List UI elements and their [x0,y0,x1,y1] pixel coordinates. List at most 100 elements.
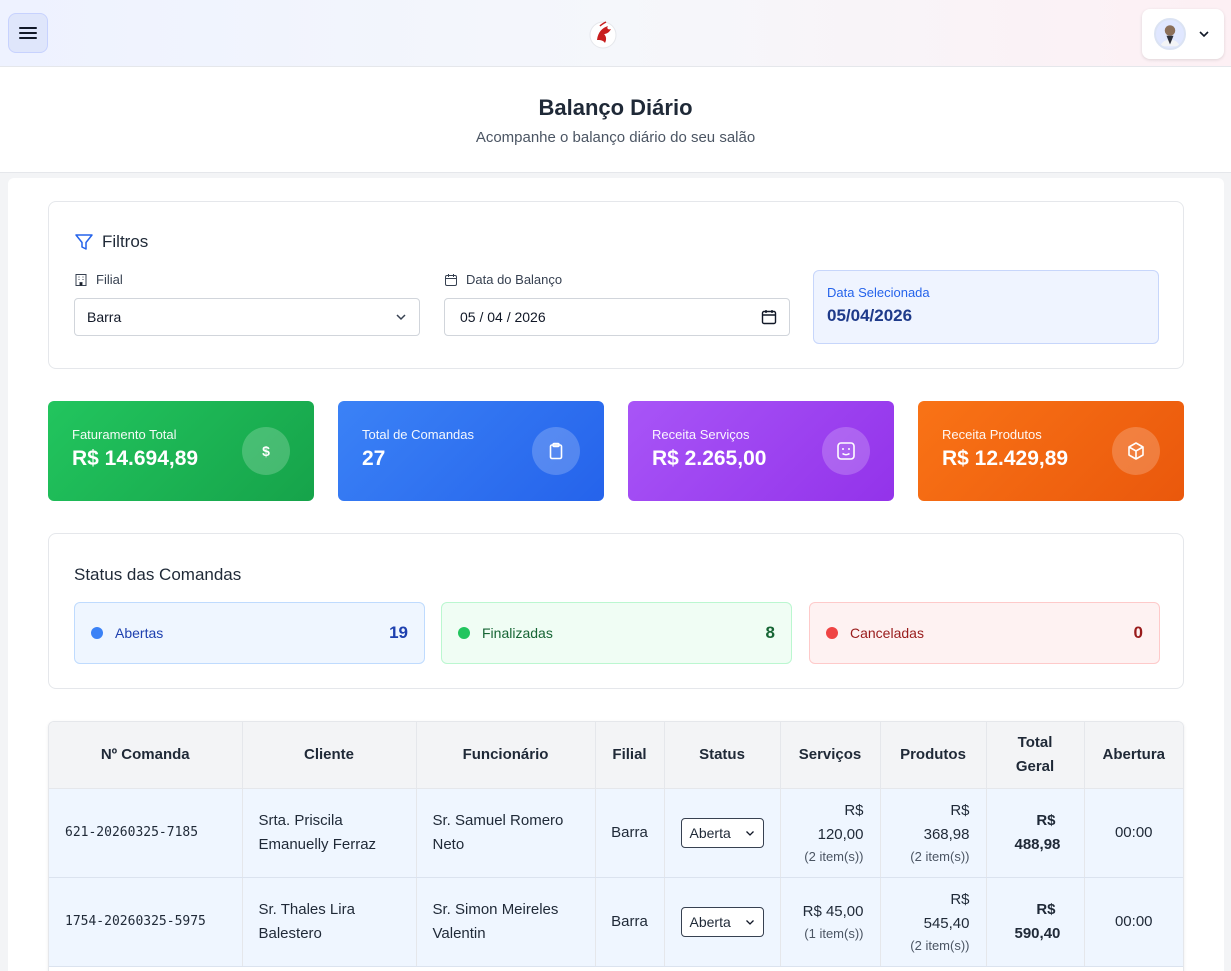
order-number[interactable]: 1754-20260325-5975 [49,877,243,967]
filter-icon [75,234,93,250]
products-value: R$ 545,40 [923,890,970,932]
stat-card-total-orders: Total de Comandas 27 [338,401,604,501]
main-content: Filtros Filial Barra Data do Balanço 05 … [8,178,1224,971]
status-finished[interactable]: Finalizadas 8 [441,602,792,664]
filters-title-label: Filtros [102,232,149,251]
date-input[interactable]: 05 / 04 / 2026 [444,298,790,336]
dollar-icon: $ [242,427,290,475]
date-label: Data do Balanço [444,272,562,287]
orders-table: Nº Comanda Cliente Funcionário Filial St… [48,721,1184,971]
filters-card: Filtros Filial Barra Data do Balanço 05 … [48,201,1184,369]
selected-date-box: Data Selecionada 05/04/2026 [813,270,1159,344]
avatar [1154,18,1186,50]
chevron-down-icon [396,314,406,321]
date-label-text: Data do Balanço [466,272,563,287]
status-select-value: Aberta [689,824,731,841]
branch-label: Filial [74,272,123,287]
branch-select-value: Barra [87,309,122,325]
table-row[interactable]: 1754-20260325-5975 Sr. Thales Lira Bales… [49,877,1183,967]
table-row[interactable]: 621-20260325-7185 Srta. Priscila Emanuel… [49,788,1183,878]
stat-value: R$ 2.265,00 [652,447,767,470]
menu-button[interactable] [8,13,48,53]
top-bar [0,0,1231,67]
status-select[interactable]: Aberta [680,817,764,848]
products-value: R$ 368,98 [923,801,970,843]
stat-value: 27 [362,447,386,470]
status-dot [826,627,838,639]
opening-time: 00:00 [1084,788,1183,878]
face-icon [822,427,870,475]
services-items: (2 item(s)) [804,848,864,864]
stat-card-products-revenue: Receita Produtos R$ 12.429,89 [918,401,1184,501]
clipboard-icon [532,427,580,475]
status-title: Status das Comandas [74,565,242,584]
col-branch[interactable]: Filial [595,722,665,789]
services-items: (1 item(s)) [804,925,864,941]
col-products[interactable]: Produtos [880,722,987,789]
calendar-icon [445,273,457,286]
chevron-down-icon [745,830,754,836]
status-select[interactable]: Aberta [680,906,764,937]
page-title: Balanço Diário [538,95,693,120]
table-header-row: Nº Comanda Cliente Funcionário Filial St… [49,722,1183,789]
stat-value: R$ 14.694,89 [72,447,199,470]
stat-card-total-revenue: Faturamento Total R$ 14.694,89 $ [48,401,314,501]
col-total[interactable]: Total Geral [986,722,1085,789]
branch-name: Barra [595,877,665,967]
selected-date-label: Data Selecionada [827,285,930,300]
status-card: Status das Comandas Abertas 19 Finalizad… [48,533,1184,689]
client-name: Srta. Priscila Emanuelly Ferraz [242,788,417,878]
user-menu-button[interactable] [1142,9,1224,59]
total-value: R$ 488,98 [986,788,1085,878]
page-header: Balanço Diário Acompanhe o balanço diári… [0,67,1231,173]
status-label: Canceladas [850,625,924,641]
products-items: (2 item(s)) [910,848,970,864]
box-icon [1112,427,1160,475]
chevron-down-icon [1199,31,1209,38]
employee-name: Sr. Simon Meireles Valentin [416,877,596,967]
total-value: R$ 590,40 [986,877,1085,967]
chevron-down-icon [745,919,754,925]
status-dot [91,627,103,639]
services-value: R$ 120,00 [817,801,864,843]
branch-name: Barra [595,788,665,878]
status-cell: Aberta [664,788,781,878]
products-cell: R$ 368,98 (2 item(s)) [880,788,987,878]
col-employee[interactable]: Funcionário [416,722,596,789]
selected-date-value: 05/04/2026 [827,306,913,325]
hamburger-icon [19,27,37,39]
status-open[interactable]: Abertas 19 [74,602,425,664]
col-opening[interactable]: Abertura [1084,722,1183,789]
filters-title: Filtros [74,232,148,252]
status-count: 8 [765,623,775,642]
status-cancelled[interactable]: Canceladas 0 [809,602,1160,664]
branch-select[interactable]: Barra [74,298,420,336]
services-value: R$ 45,00 [802,902,864,920]
status-count: 19 [389,623,408,642]
page-subtitle: Acompanhe o balanço diário do seu salão [475,129,756,146]
employee-name: Sr. Samuel Romero Neto [416,788,596,878]
salon-logo[interactable] [588,18,618,50]
status-cell: Aberta [664,877,781,967]
col-status[interactable]: Status [664,722,781,789]
stat-value: R$ 12.429,89 [942,447,1069,470]
order-number[interactable]: 621-20260325-7185 [49,788,243,878]
stat-card-services-revenue: Receita Serviços R$ 2.265,00 [628,401,894,501]
opening-time: 00:00 [1084,877,1183,967]
branch-label-text: Filial [96,272,123,287]
stat-label: Faturamento Total [72,427,177,442]
status-label: Abertas [115,625,164,641]
calendar-picker-icon[interactable] [761,309,777,325]
stat-label: Receita Serviços [652,427,750,442]
col-services[interactable]: Serviços [780,722,881,789]
col-client[interactable]: Cliente [242,722,417,789]
date-input-value: 05 / 04 / 2026 [460,309,546,325]
status-count: 0 [1133,623,1143,642]
status-select-value: Aberta [689,913,731,930]
services-cell: R$ 120,00 (2 item(s)) [780,788,881,878]
col-order-number[interactable]: Nº Comanda [49,722,243,789]
status-label: Finalizadas [482,625,553,641]
products-items: (2 item(s)) [910,937,970,953]
products-cell: R$ 545,40 (2 item(s)) [880,877,987,967]
building-icon [75,273,87,286]
